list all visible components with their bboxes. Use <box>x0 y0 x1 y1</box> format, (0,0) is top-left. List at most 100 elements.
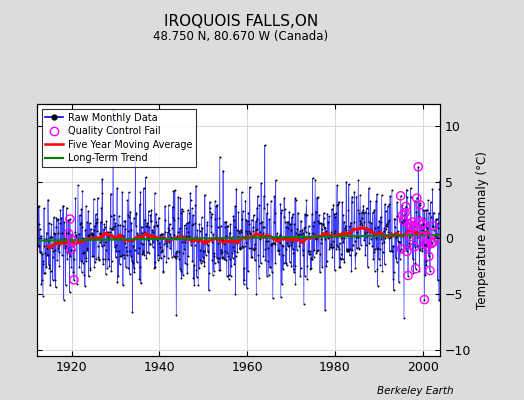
Point <box>229 213 237 219</box>
Point <box>61 282 70 288</box>
Point <box>53 245 62 251</box>
Point <box>190 242 199 248</box>
Point <box>162 259 171 265</box>
Point <box>372 235 380 241</box>
Point <box>75 264 84 270</box>
Point <box>231 223 239 230</box>
Point <box>213 255 221 261</box>
Point <box>391 224 399 230</box>
Point <box>145 224 154 230</box>
Point <box>299 252 307 258</box>
Point <box>240 277 248 283</box>
Point <box>37 248 45 255</box>
Point <box>137 223 146 230</box>
Point <box>205 287 213 294</box>
Point <box>324 233 333 240</box>
Point <box>410 244 419 250</box>
Point <box>408 219 417 225</box>
Point <box>111 220 119 226</box>
Point <box>232 253 240 260</box>
Point <box>99 261 107 268</box>
Point <box>52 217 61 223</box>
Point <box>111 222 119 229</box>
Point <box>46 234 54 240</box>
Point <box>210 267 218 274</box>
Point <box>288 238 297 245</box>
Point <box>323 258 331 264</box>
Point <box>397 193 405 199</box>
Point <box>229 244 237 250</box>
Point <box>424 197 432 203</box>
Point <box>155 255 163 261</box>
Point <box>274 247 282 253</box>
Point <box>192 182 200 189</box>
Point <box>424 231 433 237</box>
Point <box>277 207 286 213</box>
Point <box>178 238 187 245</box>
Point <box>309 223 317 230</box>
Point <box>140 216 149 223</box>
Point <box>225 272 233 278</box>
Point <box>378 240 386 246</box>
Point <box>261 246 269 253</box>
Point <box>114 248 123 254</box>
Point <box>388 248 397 254</box>
Point <box>73 238 81 244</box>
Point <box>375 256 383 262</box>
Point <box>305 230 313 236</box>
Point <box>248 233 257 240</box>
Point <box>100 242 108 248</box>
Point <box>51 284 60 290</box>
Point <box>174 249 183 255</box>
Point <box>188 205 196 212</box>
Point <box>328 206 336 212</box>
Point <box>278 281 286 288</box>
Point <box>401 203 410 210</box>
Point <box>398 212 407 218</box>
Point <box>56 240 64 246</box>
Point <box>63 256 72 262</box>
Point <box>68 231 76 237</box>
Point <box>33 241 41 248</box>
Point <box>422 262 430 268</box>
Point <box>332 232 340 238</box>
Point <box>179 272 187 278</box>
Point <box>138 250 147 257</box>
Point <box>97 243 106 250</box>
Point <box>417 224 425 230</box>
Point <box>267 268 276 275</box>
Point <box>282 262 291 268</box>
Point <box>322 228 330 234</box>
Point <box>341 230 350 236</box>
Point <box>404 272 412 279</box>
Point <box>245 221 254 227</box>
Point <box>140 252 149 258</box>
Point <box>337 234 346 241</box>
Point <box>64 250 73 256</box>
Point <box>412 209 421 216</box>
Point <box>67 232 75 239</box>
Point <box>97 204 105 211</box>
Point <box>399 217 408 224</box>
Point <box>88 252 96 259</box>
Point <box>426 242 434 248</box>
Point <box>407 223 416 229</box>
Point <box>351 252 359 258</box>
Point <box>263 273 271 279</box>
Point <box>63 249 72 255</box>
Point <box>310 218 318 225</box>
Point <box>67 264 75 270</box>
Point <box>100 226 108 233</box>
Point <box>417 222 425 228</box>
Point <box>266 264 275 270</box>
Point <box>90 264 99 270</box>
Point <box>211 216 220 222</box>
Point <box>238 208 247 215</box>
Point <box>328 244 336 251</box>
Point <box>350 226 358 232</box>
Point <box>252 226 260 233</box>
Point <box>253 226 261 232</box>
Point <box>290 269 298 276</box>
Point <box>185 233 193 240</box>
Point <box>138 230 146 237</box>
